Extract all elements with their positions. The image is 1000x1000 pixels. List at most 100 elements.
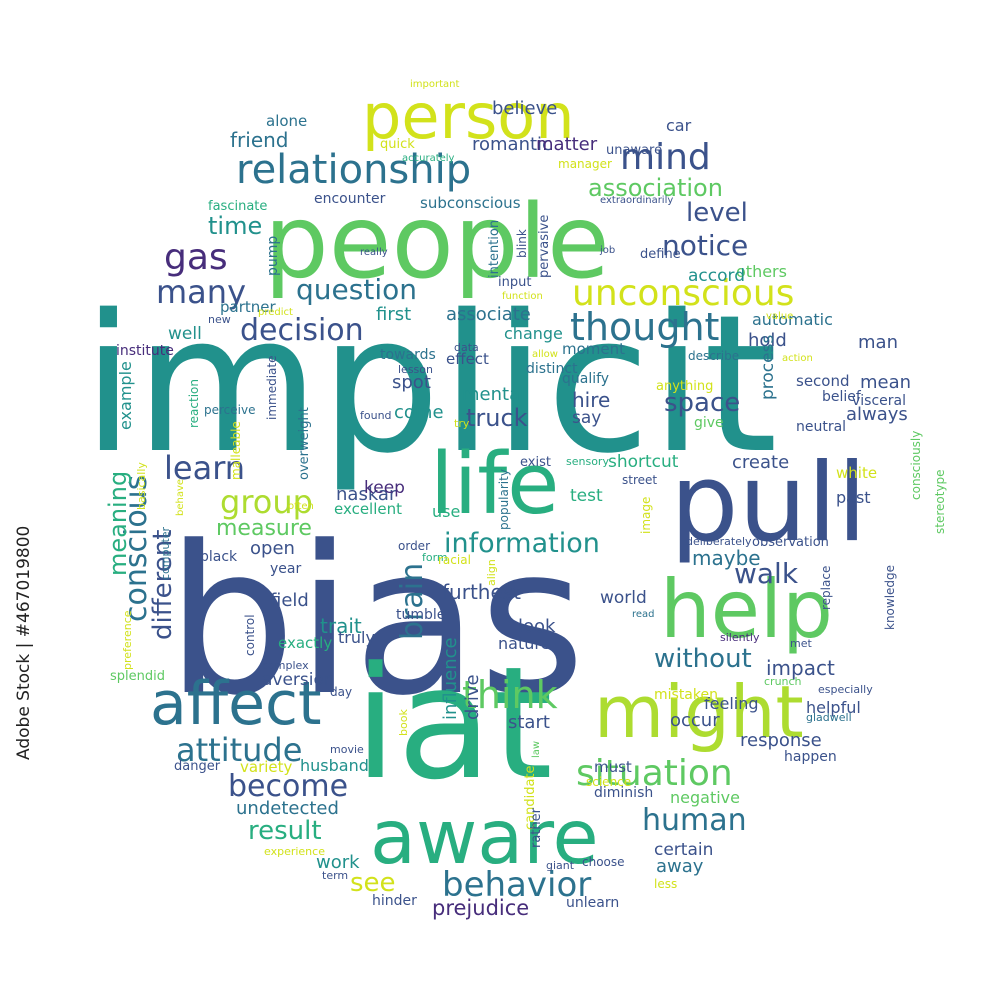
word-stereotype: stereotype bbox=[933, 469, 947, 534]
word-qualify: qualify bbox=[562, 371, 610, 387]
word-always: always bbox=[846, 404, 908, 425]
word-naskar: naskar bbox=[336, 484, 397, 505]
word-reaction: reaction bbox=[187, 379, 201, 428]
word-certain: certain bbox=[654, 840, 714, 860]
word-car: car bbox=[666, 116, 692, 135]
word-prejudice: prejudice bbox=[432, 896, 530, 920]
word-mind: mind bbox=[620, 137, 711, 178]
word-measure: measure bbox=[216, 516, 312, 541]
word-unconscious: unconscious bbox=[572, 273, 795, 314]
word-change: change bbox=[504, 324, 563, 343]
word-spot: spot bbox=[392, 372, 431, 393]
word-encounter: encounter bbox=[314, 191, 386, 207]
word-diminish: diminish bbox=[594, 785, 654, 801]
word-thought: thought bbox=[570, 305, 720, 349]
word-believe: believe bbox=[492, 98, 558, 119]
word-learn: learn bbox=[164, 449, 246, 487]
word-romantic: romantic bbox=[472, 134, 552, 155]
word-danger: danger bbox=[174, 759, 221, 774]
word-term: term bbox=[322, 869, 349, 882]
word-effect: effect bbox=[446, 350, 489, 368]
word-neutral: neutral bbox=[796, 419, 847, 435]
word-mean: mean bbox=[860, 372, 912, 393]
word-popularity: popularity bbox=[497, 469, 511, 530]
word-blink: blink bbox=[515, 229, 529, 258]
word-use: use bbox=[432, 502, 461, 521]
word-immediate: immediate bbox=[265, 355, 279, 421]
word-law: law bbox=[531, 740, 542, 758]
word-job: job bbox=[600, 245, 616, 256]
word-away: away bbox=[656, 856, 704, 877]
word-life: life bbox=[430, 435, 560, 534]
word-look: look bbox=[518, 616, 556, 637]
word-complex: complex bbox=[262, 659, 309, 672]
word-test: test bbox=[570, 486, 603, 506]
word-rather: rather bbox=[529, 808, 544, 848]
word-occur: occur bbox=[670, 710, 720, 731]
word-exactly: exactly bbox=[278, 634, 333, 652]
word-image: image bbox=[639, 496, 653, 534]
word-alone: alone bbox=[266, 112, 308, 130]
word-subconscious: subconscious bbox=[420, 194, 521, 212]
word-consciously: consciously bbox=[909, 430, 923, 500]
word-think: think bbox=[462, 673, 558, 717]
word-second: second bbox=[796, 372, 850, 390]
word-example: example bbox=[116, 361, 135, 430]
word-tumble: tumble bbox=[396, 607, 446, 623]
word-action: action bbox=[782, 353, 813, 364]
word-process: process bbox=[758, 334, 778, 400]
word-friend: friend bbox=[230, 128, 289, 152]
word-result: result bbox=[248, 816, 322, 846]
word-field: field bbox=[270, 590, 309, 611]
word-keep: keep bbox=[364, 478, 405, 498]
word-first: first bbox=[376, 304, 412, 325]
word-iat: iat bbox=[354, 633, 553, 814]
word-preference: preference bbox=[121, 610, 134, 670]
word-partner: partner bbox=[220, 298, 276, 316]
word-often: often bbox=[288, 501, 314, 512]
word-anything: anything bbox=[656, 379, 714, 394]
word-create: create bbox=[732, 452, 790, 473]
word-excellent: excellent bbox=[334, 500, 403, 518]
word-behave: behave bbox=[175, 478, 186, 516]
word-fascinate: fascinate bbox=[208, 199, 268, 214]
word-order: order bbox=[398, 539, 430, 553]
word-implicit: implicit bbox=[82, 274, 778, 495]
word-person: person bbox=[362, 80, 575, 153]
word-describe: describe bbox=[688, 349, 740, 363]
word-question: question bbox=[296, 273, 417, 306]
word-become: become bbox=[228, 769, 349, 804]
word-helpful: helpful bbox=[806, 698, 861, 717]
word-brain: brain bbox=[395, 562, 430, 640]
word-institute: institute bbox=[116, 343, 174, 359]
word-associate: associate bbox=[446, 304, 531, 325]
word-might: might bbox=[594, 670, 804, 754]
word-perceive: perceive bbox=[204, 403, 256, 417]
word-husband: husband bbox=[300, 756, 369, 775]
word-furthest: furthest bbox=[442, 580, 522, 604]
word-found: found bbox=[360, 409, 392, 422]
word-walk: walk bbox=[734, 557, 799, 590]
word-distinct: distinct bbox=[526, 361, 578, 377]
word-accurately: accurately bbox=[402, 153, 455, 164]
word-unlearn: unlearn bbox=[566, 895, 620, 911]
word-association: association bbox=[588, 174, 723, 202]
word-level: level bbox=[686, 198, 748, 228]
word-nature: nature bbox=[498, 634, 551, 653]
word-man: man bbox=[858, 332, 898, 353]
word-give: give bbox=[694, 415, 724, 431]
word-deliberately: deliberately bbox=[686, 535, 752, 548]
word-data: data bbox=[454, 341, 479, 354]
word-must: must bbox=[594, 758, 632, 776]
word-moment: moment bbox=[562, 340, 626, 358]
word-gas: gas bbox=[164, 237, 228, 278]
word-human: human bbox=[642, 803, 747, 838]
word-define: define bbox=[640, 247, 681, 262]
word-influence: influence bbox=[440, 637, 461, 720]
word-negative: negative bbox=[670, 788, 740, 807]
word-affect: affect bbox=[150, 669, 322, 739]
word-towards: towards bbox=[380, 347, 436, 363]
word-world: world bbox=[600, 588, 647, 608]
word-visceral: visceral bbox=[852, 393, 907, 409]
